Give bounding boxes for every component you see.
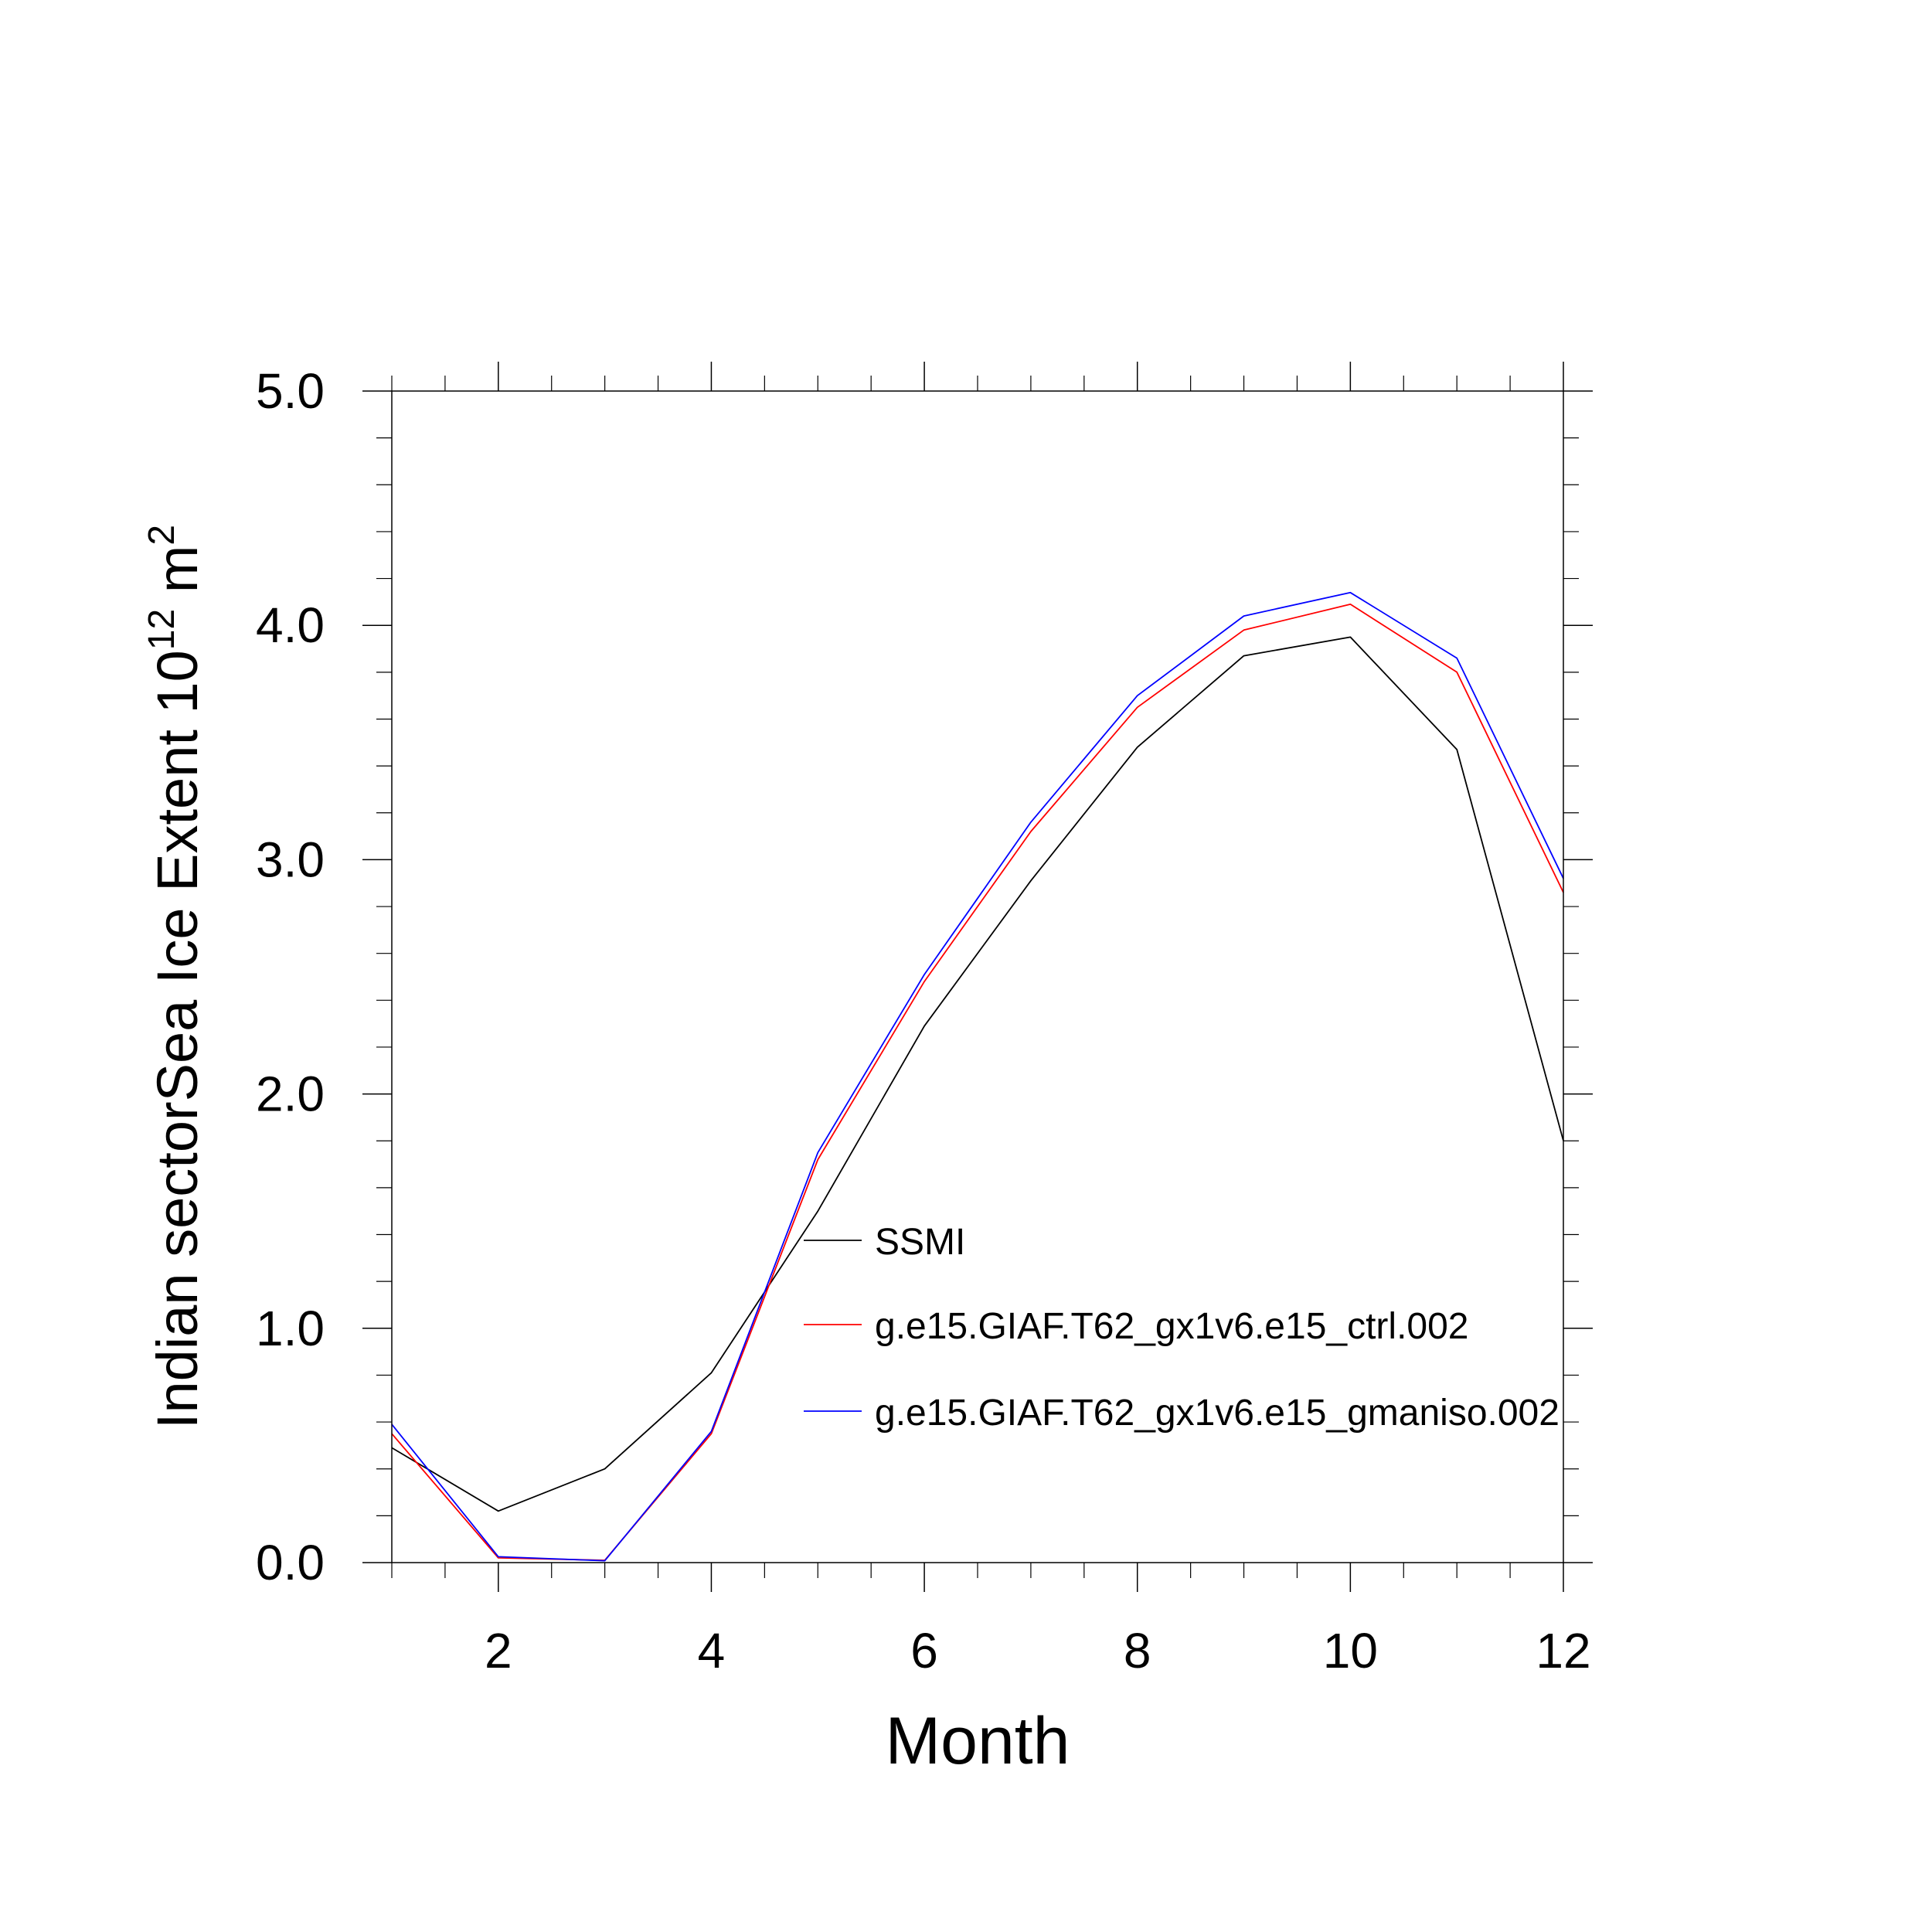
y-tick-label: 5.0 <box>256 363 325 419</box>
y-tick-label: 0.0 <box>256 1535 325 1590</box>
x-tick-label: 10 <box>1323 1623 1378 1679</box>
legend: SSMI g.e15.GIAF.T62_gx1v6.e15_ctrl.002 g.e… <box>804 1222 1560 1434</box>
y-tick-label: 3.0 <box>256 832 325 887</box>
y-axis-label: Indian sectorSea Ice Extent 1012 m2 <box>141 525 209 1429</box>
x-tick-label: 6 <box>910 1623 938 1679</box>
axis-tick-labels: 2 4 6 8 10 12 0.0 1.0 2.0 3.0 4.0 5.0 <box>256 363 1591 1679</box>
axis-ticks <box>362 362 1593 1592</box>
plot-frame <box>391 390 1564 1563</box>
x-tick-label: 2 <box>485 1623 512 1679</box>
legend-label: g.e15.GIAF.T62_gx1v6.e15_gmaniso.002 <box>875 1393 1560 1434</box>
x-tick-label: 4 <box>698 1623 726 1679</box>
legend-label: g.e15.GIAF.T62_gx1v6.e15_ctrl.002 <box>875 1306 1469 1347</box>
y-axis-label-exponent: 12 <box>141 609 182 650</box>
y-axis-label-unit-spacer <box>145 593 209 609</box>
series-line-1 <box>391 636 1564 1512</box>
y-tick-label: 4.0 <box>256 597 325 653</box>
series-line-3 <box>391 591 1564 1562</box>
x-axis-label: Month <box>885 1704 1070 1778</box>
x-tick-label: 12 <box>1536 1623 1590 1679</box>
legend-label: SSMI <box>875 1222 965 1263</box>
y-axis-label-unit: m <box>145 546 209 594</box>
x-tick-label: 8 <box>1124 1623 1151 1679</box>
y-tick-label: 1.0 <box>256 1301 325 1356</box>
y-axis-label-unit-exponent: 2 <box>141 525 182 546</box>
y-axis-label-main: Indian sectorSea Ice Extent 10 <box>145 650 209 1429</box>
series-lines <box>391 591 1564 1562</box>
y-tick-label: 2.0 <box>256 1066 325 1122</box>
